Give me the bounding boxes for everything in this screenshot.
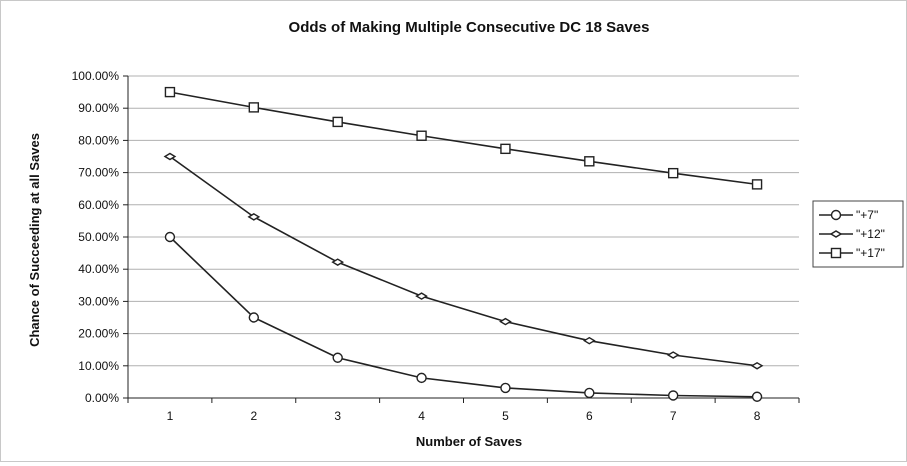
series-line [169,236,758,398]
data-point [247,213,261,221]
legend-label: "+17" [856,246,885,260]
legend-box [812,200,904,268]
data-point [500,382,511,394]
legend-item: "+17" [819,246,885,260]
chart-title: Odds of Making Multiple Consecutive DC 1… [289,19,650,36]
x-tick-label: 7 [670,409,677,423]
data-point [500,143,511,155]
series-lines [163,86,764,402]
data-point [248,102,260,113]
x-tick-label: 8 [754,409,761,423]
data-point [499,317,512,326]
legend: "+7" "+12" "+17" [812,200,904,268]
data-point [332,116,343,128]
y-axis-label: Chance of Succeeding at all Saves [27,133,42,347]
data-point [164,231,176,243]
y-tick-label: 90.00% [78,101,119,115]
x-tick-label: 3 [334,409,341,423]
legend-label: "+7" [856,208,878,222]
data-point [248,312,260,323]
y-tick-label: 100.00% [72,69,120,83]
legend-marker [829,230,843,238]
data-point [331,258,345,266]
y-tick-label: 60.00% [78,198,119,212]
legend-item: "+7" [819,208,878,222]
series-1 [164,231,763,402]
x-tick-label: 2 [250,409,257,423]
data-point [332,352,343,363]
y-tick-label: 10.00% [78,359,119,373]
series-2 [163,152,764,370]
data-point [751,179,763,190]
x-tick-label: 1 [167,409,174,423]
legend-marker [830,247,842,259]
y-axis-ticks: 0.00% 10.00% 20.00% 30.00% 40.00% 50.00% 60.00… [72,69,128,405]
x-tick-label: 5 [502,409,509,423]
data-point [667,390,679,401]
series-line [169,91,758,186]
data-point [582,336,596,345]
data-point [164,86,176,98]
gridlines [128,75,799,367]
data-point [751,391,763,402]
data-point [584,156,595,167]
x-tick-label: 4 [418,409,425,423]
data-point [667,167,679,179]
y-tick-label: 20.00% [78,327,119,341]
data-point [750,361,764,370]
series-3 [164,86,763,190]
series-line [169,155,758,367]
legend-item: "+12" [819,227,885,241]
x-tick-label: 6 [586,409,593,423]
data-point [416,372,427,384]
y-tick-label: 80.00% [78,133,119,147]
legend-label: "+12" [856,227,885,241]
y-tick-label: 70.00% [78,166,119,180]
data-point [415,292,428,300]
legend-marker [830,209,842,221]
data-point [163,152,177,161]
data-point [666,351,680,359]
data-point [584,387,595,399]
y-tick-label: 0.00% [85,391,119,405]
data-point [416,130,427,141]
y-tick-label: 40.00% [78,262,119,276]
y-tick-label: 30.00% [78,294,119,308]
x-axis-label: Number of Saves [416,434,522,449]
x-axis-ticks: 1 2 3 4 5 6 7 8 [127,398,800,423]
y-tick-label: 50.00% [78,230,119,244]
